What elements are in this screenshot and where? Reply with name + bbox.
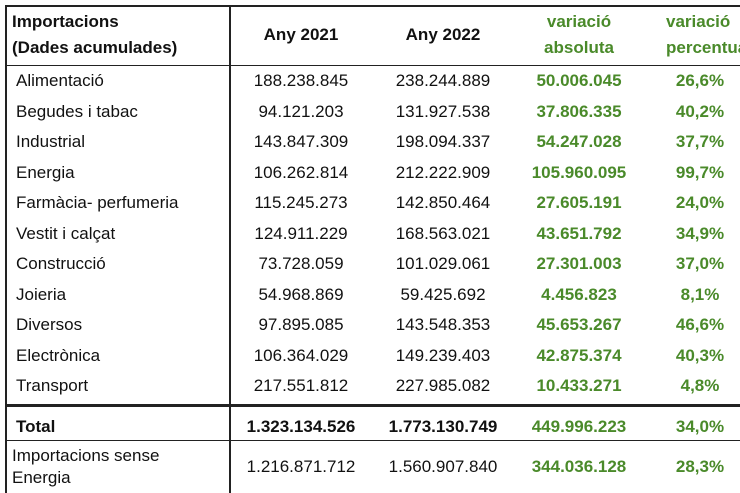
cell: 4.456.823 bbox=[541, 284, 617, 304]
column-header: percentual bbox=[666, 38, 740, 57]
cell: 344.036.128 bbox=[531, 457, 627, 476]
cell: 212.222.909 bbox=[395, 162, 491, 182]
row-label: Electrònica bbox=[16, 345, 101, 365]
cell: 43.651.792 bbox=[536, 223, 622, 243]
row-label: Energia bbox=[16, 162, 75, 182]
cell: 54.247.028 bbox=[536, 132, 622, 151]
cell: 54.968.869 bbox=[258, 284, 344, 304]
cell: 105.960.095 bbox=[531, 162, 627, 182]
cell: 217.551.812 bbox=[253, 376, 349, 395]
cell: 168.563.021 bbox=[395, 223, 491, 243]
cell: 10.433.271 bbox=[536, 376, 622, 395]
cell: 37.806.335 bbox=[536, 101, 622, 121]
cell: 115.245.273 bbox=[254, 193, 348, 212]
cell: 27.301.003 bbox=[536, 254, 622, 273]
row-label: Begudes i tabac bbox=[16, 101, 138, 121]
cell: 28,3% bbox=[675, 457, 725, 476]
cell: 198.094.337 bbox=[395, 132, 491, 151]
cell: 188.238.845 bbox=[253, 71, 349, 90]
rule bbox=[5, 404, 740, 407]
cell: 143.548.353 bbox=[395, 315, 491, 334]
row-label: Alimentació bbox=[16, 71, 104, 90]
rule bbox=[5, 440, 740, 441]
rule bbox=[5, 5, 7, 493]
row-label: Energia bbox=[12, 468, 71, 487]
column-header: Any 2021 bbox=[263, 25, 339, 44]
cell: 40,2% bbox=[675, 101, 725, 121]
cell: 73.728.059 bbox=[258, 254, 344, 273]
row-label: Construcció bbox=[16, 254, 106, 273]
row-label: Joieria bbox=[16, 284, 67, 304]
cell: 131.927.538 bbox=[395, 101, 491, 121]
cell: 37,0% bbox=[675, 254, 725, 273]
cell: 449.996.223 bbox=[531, 417, 627, 436]
cell: 97.895.085 bbox=[258, 315, 344, 334]
cell: 1.323.134.526 bbox=[246, 417, 356, 436]
cell: 142.850.464 bbox=[395, 193, 491, 212]
cell: 40,3% bbox=[675, 345, 725, 365]
row-label: Transport bbox=[16, 376, 89, 395]
cell: 101.029.061 bbox=[395, 254, 491, 273]
cell: 143.847.309 bbox=[253, 132, 349, 151]
cell: 42.875.374 bbox=[536, 345, 622, 365]
cell: 149.239.403 bbox=[395, 345, 491, 365]
rule bbox=[5, 65, 740, 66]
cell: 46,6% bbox=[675, 315, 725, 334]
row-label: Industrial bbox=[16, 132, 85, 151]
column-header: variació bbox=[546, 12, 612, 31]
rule bbox=[5, 5, 740, 7]
cell: 45.653.267 bbox=[536, 315, 622, 334]
header-title: (Dades acumulades) bbox=[12, 38, 178, 57]
cell: 227.985.082 bbox=[395, 376, 491, 395]
column-header: variació bbox=[666, 12, 731, 31]
cell: 59.425.692 bbox=[400, 284, 486, 304]
cell: 106.262.814 bbox=[253, 162, 349, 182]
cell: 1.216.871.712 bbox=[246, 457, 356, 476]
column-header: Any 2022 bbox=[405, 25, 481, 44]
row-label: Diversos bbox=[16, 315, 83, 334]
cell: 8,1% bbox=[680, 284, 720, 304]
cell: 34,9% bbox=[675, 223, 725, 243]
row-label: Vestit i calçat bbox=[16, 223, 116, 243]
cell: 37,7% bbox=[675, 132, 725, 151]
cell: 27.605.191 bbox=[536, 193, 622, 212]
row-label: Importacions sense bbox=[12, 446, 160, 465]
cell: 26,6% bbox=[675, 71, 725, 90]
rule bbox=[229, 5, 231, 493]
cell: 99,7% bbox=[675, 162, 725, 182]
cell: 24,0% bbox=[675, 193, 725, 212]
cell: 106.364.029 bbox=[253, 345, 349, 365]
header-title: Importacions bbox=[12, 12, 119, 31]
cell: 4,8% bbox=[680, 376, 720, 395]
column-header: absoluta bbox=[544, 38, 614, 57]
cell: 1.773.130.749 bbox=[388, 417, 498, 436]
cell: 94.121.203 bbox=[258, 101, 344, 121]
cell: 124.911.229 bbox=[254, 223, 348, 243]
cell: 34,0% bbox=[675, 417, 725, 436]
row-label: Farmàcia- perfumeria bbox=[16, 193, 179, 212]
cell: 1.560.907.840 bbox=[388, 457, 498, 476]
row-label: Total bbox=[16, 417, 56, 436]
cell: 238.244.889 bbox=[395, 71, 491, 90]
cell: 50.006.045 bbox=[536, 71, 622, 90]
